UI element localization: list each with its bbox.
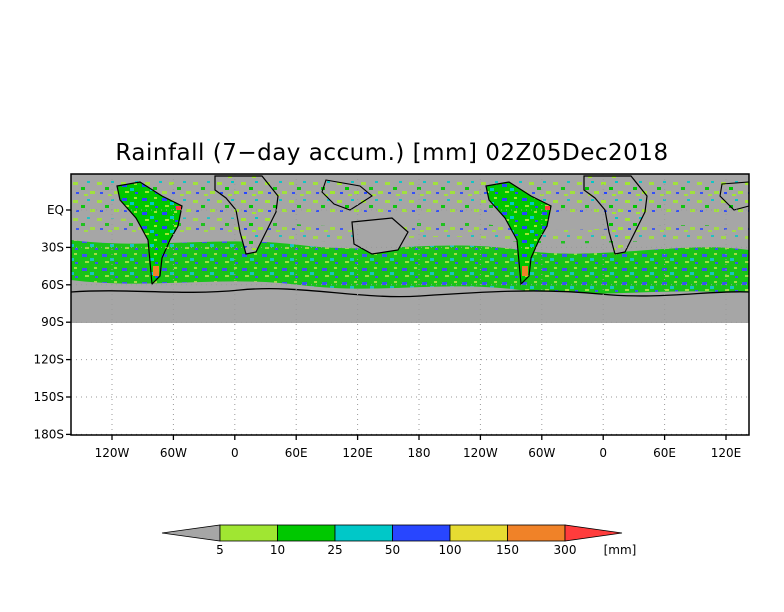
colorbar-high-arrow: [564, 524, 623, 542]
map-frame: [70, 173, 750, 436]
colorbar-low-arrow: [161, 524, 221, 542]
x-tick-label: 120E: [342, 446, 373, 460]
colorbar-swatch: [449, 524, 508, 542]
x-tick-label: 0: [599, 446, 607, 460]
y-tick-label: 60S: [41, 278, 64, 292]
map-title: Rainfall (7−day accum.) [mm] 02Z05Dec201…: [115, 140, 669, 166]
colorbar-label: 50: [385, 543, 400, 557]
colorbar-label: 10: [270, 543, 285, 557]
colorbar-label: 5: [216, 543, 224, 557]
x-tick-label: 60E: [653, 446, 676, 460]
colorbar-swatch: [392, 524, 451, 542]
colorbar-label: 25: [327, 543, 342, 557]
y-axis: EQ 30S 60S 90S 120S 150S 180S: [33, 203, 71, 441]
x-tick-label: 120W: [95, 446, 130, 460]
colorbar-label: 300: [554, 543, 577, 557]
colorbar-swatch: [334, 524, 393, 542]
x-tick-label: 180: [408, 446, 431, 460]
colorbar: 5 10 25 50 100 150 300 [mm]: [161, 524, 637, 557]
colorbar-swatch: [277, 524, 336, 542]
colorbar-swatch: [219, 524, 278, 542]
x-tick-label: 0: [231, 446, 239, 460]
colorbar-swatch: [507, 524, 566, 542]
y-tick-label: 150S: [33, 390, 64, 404]
x-tick-label: 60W: [160, 446, 187, 460]
colorbar-unit: [mm]: [604, 543, 637, 557]
y-tick-label: EQ: [47, 203, 64, 217]
x-tick-label: 60E: [285, 446, 308, 460]
y-tick-label: 30S: [41, 240, 64, 254]
x-tick-label: 120E: [711, 446, 742, 460]
y-tick-label: 180S: [33, 427, 64, 441]
y-tick-label: 120S: [33, 353, 64, 367]
x-tick-label: 120W: [463, 446, 498, 460]
x-tick-label: 60W: [528, 446, 555, 460]
colorbar-label: 150: [496, 543, 519, 557]
rain-field: [70, 174, 750, 323]
x-axis: 120W 60W 0 60E 120E 180 120W 60W 0 60E 120E: [95, 435, 742, 460]
colorbar-label: 100: [439, 543, 462, 557]
y-tick-label: 90S: [41, 315, 64, 329]
